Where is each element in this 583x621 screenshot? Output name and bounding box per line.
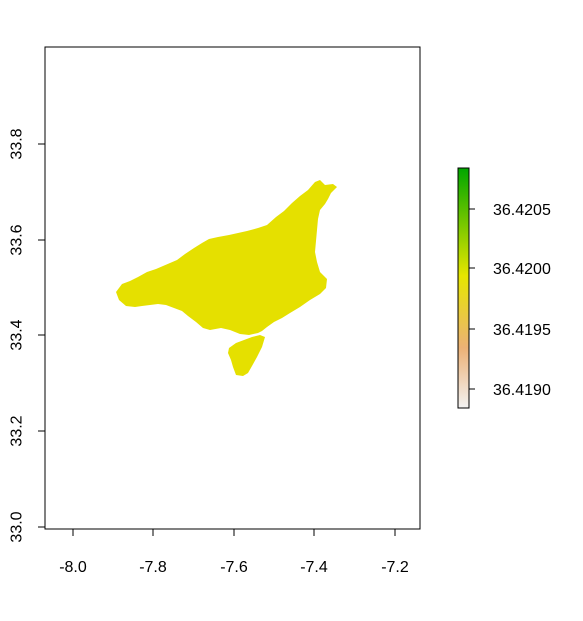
- x-tick-label: -7.2: [381, 559, 409, 576]
- x-tick-label: -7.6: [220, 559, 248, 576]
- legend-label: 36.4200: [493, 261, 551, 278]
- y-tick-label: 33.0: [9, 511, 26, 542]
- x-axis: -8.0 -7.8 -7.6 -7.4 -7.2: [59, 528, 409, 576]
- x-tick-label: -8.0: [59, 559, 87, 576]
- y-tick-label: 33.4: [9, 319, 26, 350]
- y-axis: 33.0 33.2 33.4 33.6 33.8: [9, 128, 46, 543]
- y-tick-label: 33.8: [9, 128, 26, 159]
- y-tick-label: 33.2: [9, 415, 26, 446]
- legend-colorbar: [457, 167, 470, 409]
- y-tick-label: 33.6: [9, 224, 26, 255]
- legend-label: 36.4190: [493, 382, 551, 399]
- x-tick-label: -7.4: [300, 559, 328, 576]
- x-tick-label: -7.8: [139, 559, 167, 576]
- legend-label: 36.4205: [493, 202, 551, 219]
- region-polygon: [116, 180, 337, 376]
- legend-label: 36.4195: [493, 322, 551, 339]
- legend: 36.4205 36.4200 36.4195 36.4190: [457, 167, 551, 409]
